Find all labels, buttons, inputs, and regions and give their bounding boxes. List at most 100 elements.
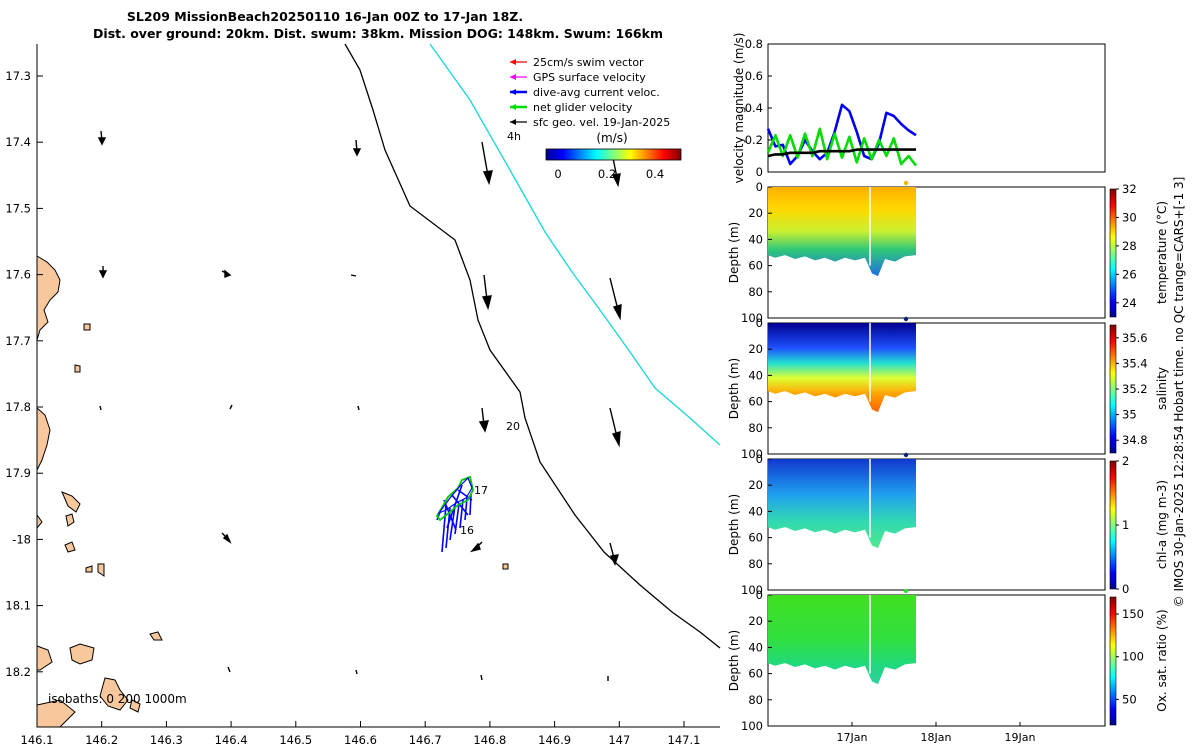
lon-tick-label: 146.4 [215, 733, 248, 747]
velocity-y-ticks: 0 0.2 0.4 0.6 0.8 [745, 37, 772, 179]
depth-tick-label: 60 [748, 667, 763, 681]
lat-tick-label: 17.8 [5, 400, 31, 414]
lon-tick-label: 146.7 [409, 733, 442, 747]
surface-sample [903, 588, 909, 594]
legend-arrowhead [510, 89, 516, 95]
section-colorbar [1109, 188, 1117, 318]
lon-tick-label: 147.1 [668, 733, 701, 747]
depth-tick-label: 20 [748, 206, 763, 220]
cb-tick-label: 35 [1122, 408, 1137, 422]
depth-tick-label: 80 [748, 285, 763, 299]
colorbar-tick-1: 0.2 [598, 167, 616, 181]
colorbar-label: (m/s) [596, 131, 627, 145]
legend-arrowhead [510, 74, 516, 80]
colorbar-label: temperature (°C) [1155, 201, 1169, 304]
cb-tick-label: 50 [1122, 692, 1137, 706]
isobath-1000m [429, 43, 721, 446]
surface-sample [903, 452, 909, 458]
lat-tick-label: -18 [12, 532, 31, 546]
cb-tick-label: 150 [1122, 607, 1144, 621]
depth-tick-label: 80 [748, 421, 763, 435]
depth-tick-label: 0 [756, 588, 763, 602]
depth-tick-label: 20 [748, 342, 763, 356]
vel-tick-label: 0.8 [745, 37, 763, 51]
legend-arrowhead [510, 119, 516, 125]
lat-tick-label: 17.5 [5, 201, 31, 215]
isobath-200m [344, 43, 721, 649]
velocity-ylabel: velocity magnitude (m/s) [732, 33, 746, 184]
velocity-line [767, 148, 916, 158]
velocity-line [766, 127, 918, 167]
legend-label: sfc geo. vel. 19-Jan-2025 [533, 116, 670, 129]
depth-tick-label: 0 [756, 180, 763, 194]
section-data-area [768, 459, 916, 549]
lon-tick-label: 146.5 [279, 733, 312, 747]
lat-tick-label: 17.7 [5, 334, 31, 348]
cb-tick-label: 1 [1122, 518, 1129, 532]
glider-track [435, 475, 474, 553]
vel-tick-label: 0 [756, 165, 763, 179]
depth-tick-label: 80 [748, 693, 763, 707]
vel-tick-label: 0.2 [745, 133, 763, 147]
time-tick-label: 17Jan [837, 731, 868, 744]
lon-tick-label: 146.8 [473, 733, 506, 747]
lon-tick-label: 146.1 [21, 733, 54, 747]
legend-label: net glider velocity [533, 101, 633, 114]
depth-tick-label: 0 [756, 316, 763, 330]
depth-tick-label: 60 [748, 259, 763, 273]
lat-tick-label: 17.3 [5, 69, 31, 83]
cb-tick-label: 24 [1122, 296, 1137, 310]
lat-tick-label: 18.2 [5, 665, 31, 679]
cb-tick-label: 34.8 [1122, 433, 1148, 447]
legend-label: 25cm/s swim vector [533, 56, 644, 69]
title-line-2: Dist. over ground: 20km. Dist. swum: 38k… [93, 26, 663, 41]
depth-tick-label: 40 [748, 368, 763, 382]
cb-tick-label: 35.6 [1122, 331, 1148, 345]
cb-tick-label: 35.4 [1122, 356, 1148, 370]
lat-tick-label: 17.6 [5, 268, 31, 282]
speed-colorbar [545, 148, 682, 161]
depth-ylabel: Depth (m) [727, 222, 741, 283]
lon-tick-label: 146.2 [85, 733, 118, 747]
track-label-16: 16 [460, 524, 474, 537]
cb-tick-label: 32 [1122, 182, 1137, 196]
legend-duration: 4h [507, 130, 521, 143]
colorbar-tick-2: 0.4 [646, 167, 664, 181]
colorbar-label: chl-a (mg m-3) [1155, 480, 1169, 569]
lat-tick-label: 17.9 [5, 466, 31, 480]
section-data-area [768, 187, 916, 277]
lat-tick-label: 18.1 [5, 599, 31, 613]
depth-tick-label: 100 [741, 447, 763, 461]
lon-tick-label: 146.3 [150, 733, 183, 747]
depth-tick-label: 40 [748, 232, 763, 246]
vel-tick-label: 0.6 [745, 69, 763, 83]
map-legend: 25cm/s swim vector GPS surface velocity di… [507, 56, 682, 181]
vel-tick-label: 0.4 [745, 101, 763, 115]
geo-velocity-arrows [97, 130, 622, 681]
map-lon-ticks: 146.1 146.2 146.3 146.4 146.5 146.6 146.7 146.8… [21, 721, 701, 747]
lon-tick-label: 147 [608, 733, 630, 747]
time-tick-label: 19Jan [1005, 731, 1036, 744]
depth-tick-label: 40 [748, 640, 763, 654]
lat-tick-label: 17.4 [5, 135, 31, 149]
colorbar-label: salinity [1155, 367, 1169, 410]
cb-tick-label: 28 [1122, 239, 1137, 253]
colorbar-tick-0: 0 [554, 167, 561, 181]
section-colorbar [1109, 460, 1117, 590]
depth-tick-label: 100 [741, 719, 763, 733]
velocity-panel: 0 0.2 0.4 0.6 0.8 velocity magnitude (m/s) [732, 33, 1106, 184]
depth-tick-label: 20 [748, 614, 763, 628]
section-panel: 0 20 40 60 80 100 Depth (m) 24 26 28 30 32 temperatu… [727, 180, 1169, 325]
time-axis-ticks: 17Jan 18Jan 19Jan [837, 722, 1036, 744]
track-label-17: 17 [474, 484, 488, 497]
surface-sample [903, 180, 909, 186]
depth-tick-label: 100 [741, 311, 763, 325]
velocity-series [766, 103, 918, 167]
legend-arrowhead [510, 59, 516, 65]
section-panel: 0 20 40 60 80 100 Depth (m) 0 1 2 chl-a (mg m-3) [727, 452, 1169, 597]
title-line-1: SL209 MissionBeach20250110 16-Jan 00Z to… [127, 9, 523, 24]
cb-tick-label: 2 [1122, 454, 1129, 468]
section-colorbar [1109, 324, 1117, 454]
